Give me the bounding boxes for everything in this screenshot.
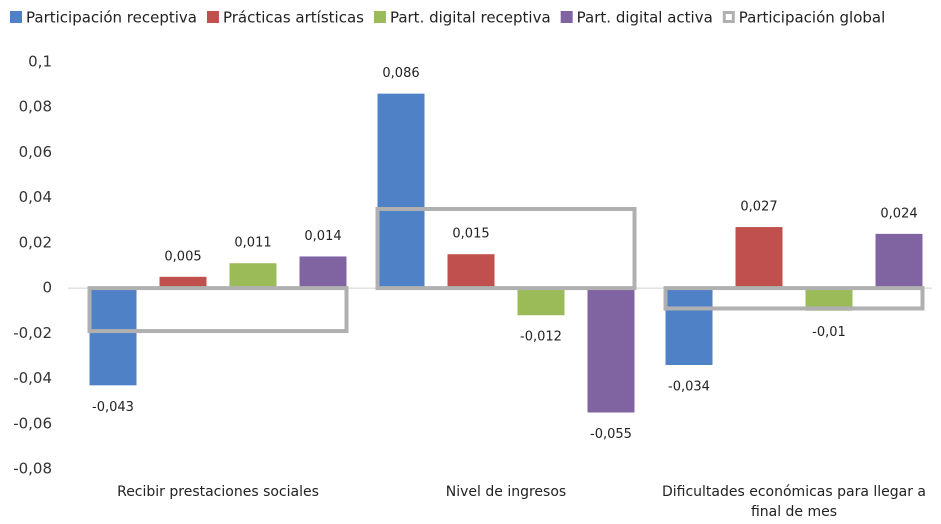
- y-tick-label: 0,04: [19, 188, 52, 206]
- bar: [517, 288, 565, 316]
- data-label: -0,043: [92, 400, 134, 415]
- legend-swatch: [373, 11, 386, 23]
- legend-label: Participación global: [739, 9, 886, 27]
- bar: [447, 254, 495, 289]
- bar: [377, 93, 425, 289]
- bar: [229, 263, 277, 289]
- y-tick-label: -0,08: [13, 460, 52, 478]
- data-label: 0,014: [304, 229, 341, 244]
- bar: [159, 276, 207, 289]
- x-tick-label: Nivel de ingresos: [445, 484, 567, 500]
- y-tick-label: -0,02: [13, 324, 52, 342]
- y-tick-label: 0,1: [28, 53, 52, 71]
- legend-label: Part. digital activa: [577, 9, 713, 27]
- global-bar: [375, 206, 637, 291]
- global-bar: [87, 286, 349, 334]
- bar: [735, 227, 783, 289]
- y-tick-label: 0,08: [19, 98, 52, 116]
- bar: [89, 288, 137, 386]
- x-tick-label: Dificultades económicas para llegar a fi…: [661, 484, 927, 520]
- y-tick-label: 0,02: [19, 233, 52, 251]
- bar: [665, 288, 713, 365]
- x-tick-label: Recibir prestaciones sociales: [117, 484, 319, 500]
- data-label: -0,034: [668, 379, 710, 394]
- data-label: 0,011: [234, 236, 271, 251]
- data-label: -0,012: [520, 330, 562, 345]
- legend-label: Participación receptiva: [26, 9, 197, 27]
- data-label: 0,015: [452, 227, 489, 242]
- y-tick-label: -0,06: [13, 414, 52, 432]
- y-tick-label: 0,06: [19, 143, 52, 161]
- legend-label: Part. digital receptiva: [390, 9, 551, 27]
- y-tick-label: -0,04: [13, 369, 52, 387]
- legend-swatch: [560, 11, 573, 23]
- bar: [587, 288, 635, 413]
- legend-swatch: [206, 11, 219, 23]
- global-bar: [663, 286, 925, 311]
- data-label: -0,01: [812, 325, 846, 340]
- data-label: -0,055: [590, 427, 632, 442]
- bar: [805, 288, 853, 311]
- bar: [875, 233, 923, 289]
- y-tick-label: 0: [42, 279, 52, 297]
- data-label: 0,024: [880, 206, 917, 221]
- data-label: 0,027: [740, 200, 777, 215]
- legend-label: Prácticas artísticas: [223, 9, 364, 27]
- data-label: 0,005: [164, 249, 201, 264]
- legend-swatch: [10, 11, 22, 23]
- bar: [299, 256, 347, 289]
- legend-swatch: [722, 11, 735, 23]
- data-label: 0,086: [382, 66, 419, 81]
